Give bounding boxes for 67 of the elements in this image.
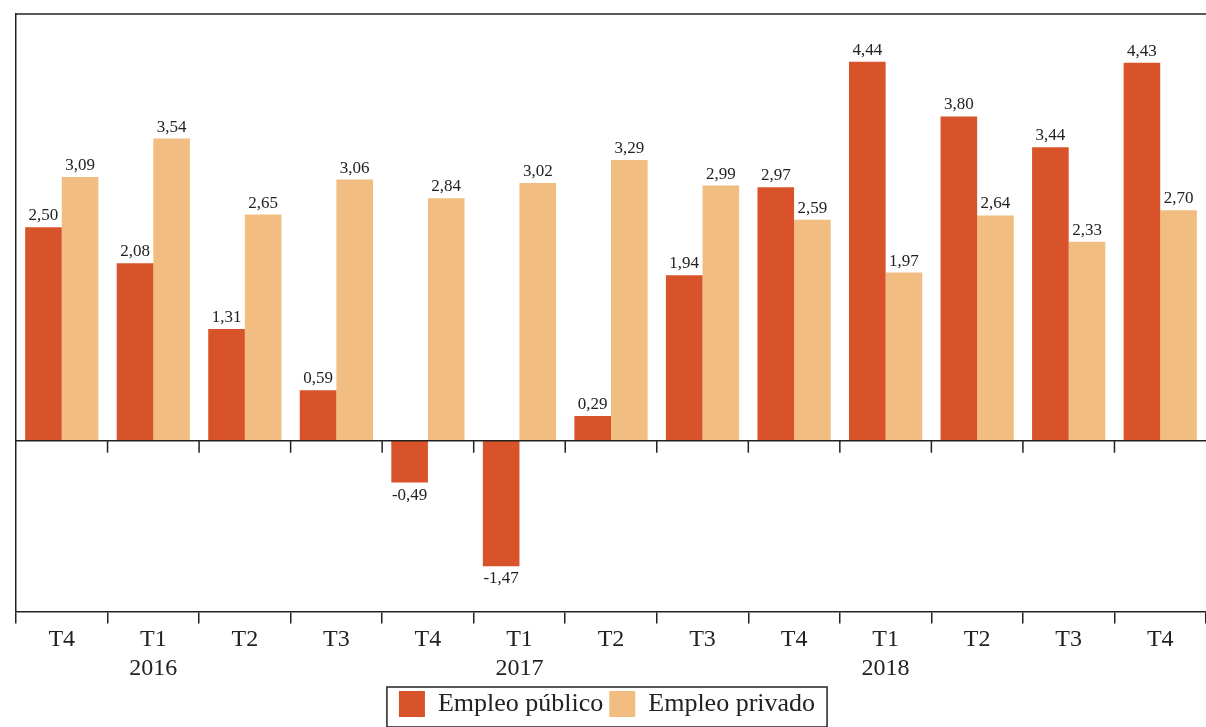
x-tick-label: T2 (231, 625, 259, 652)
x-tick-label: T1 2016 (129, 625, 178, 680)
data-label: 2,84 (431, 176, 462, 196)
data-label: 0,59 (303, 368, 333, 388)
x-tick-label: T3 (1055, 625, 1083, 652)
bar (482, 440, 520, 567)
bar (61, 177, 99, 441)
data-label: 4,44 (852, 39, 883, 59)
x-tick-label: T1 2017 (495, 625, 544, 680)
bar (757, 187, 795, 441)
data-label: -1,47 (483, 568, 520, 588)
x-tick-label: T3 (323, 625, 350, 652)
bar (116, 263, 154, 441)
data-label: 4,43 (1127, 40, 1157, 60)
data-label: 2,65 (248, 192, 279, 212)
data-label: 3,44 (1035, 125, 1066, 145)
bar (849, 61, 886, 441)
x-tick-label: T4 (780, 625, 808, 652)
data-label: 1,31 (211, 306, 242, 326)
x-tick-label: T2 (597, 625, 625, 652)
x-tick-label: T4 (414, 625, 442, 652)
bar (702, 185, 740, 441)
data-label: 2,33 (1072, 219, 1102, 239)
data-label: 3,80 (943, 94, 974, 114)
bar (208, 328, 245, 441)
bar (244, 214, 282, 441)
legend-label: Empleo privado (648, 687, 816, 717)
bar (574, 415, 611, 441)
data-label: 0,29 (577, 393, 608, 413)
x-tick-label: T4 (48, 625, 76, 652)
data-label: 3,02 (522, 160, 553, 180)
data-label: 2,70 (1163, 188, 1194, 208)
bar (611, 159, 648, 441)
bar (299, 390, 337, 441)
data-label: 2,64 (980, 193, 1011, 213)
x-tick-label: T2 (963, 625, 991, 652)
bar (1160, 210, 1197, 441)
bar (665, 275, 703, 441)
x-tick-label: T3 (689, 625, 716, 652)
bar (1032, 147, 1069, 441)
bar (794, 219, 831, 441)
bar (885, 272, 923, 441)
bar (977, 215, 1014, 441)
data-label: 2,50 (28, 205, 59, 225)
bar (427, 198, 465, 441)
x-tick-label: T4 (1146, 625, 1174, 652)
legend-label: Empleo público (437, 687, 604, 717)
data-label: -0,49 (391, 484, 428, 504)
bar (1123, 62, 1161, 441)
x-tick-label: T1 2018 (861, 625, 910, 680)
bar (519, 182, 557, 441)
bar (1068, 241, 1106, 441)
data-label: 1,94 (669, 253, 700, 273)
bar (940, 116, 978, 441)
data-label: 3,09 (65, 154, 95, 174)
bar (391, 440, 428, 483)
data-label: 2,97 (760, 165, 792, 185)
data-label: 2,59 (797, 197, 828, 217)
data-label: 2,99 (705, 163, 736, 183)
bar (25, 227, 62, 441)
data-label: 3,29 (614, 137, 645, 157)
bar (153, 138, 190, 441)
data-label: 3,54 (156, 116, 187, 136)
bar (336, 179, 373, 441)
data-label: 3,06 (339, 157, 370, 177)
data-label: 1,97 (889, 250, 920, 270)
data-label: 2,08 (120, 241, 150, 261)
